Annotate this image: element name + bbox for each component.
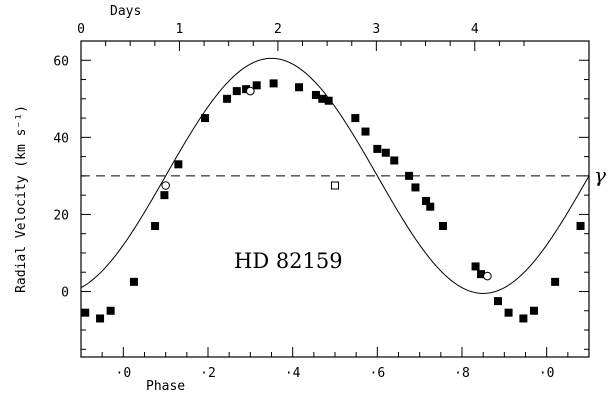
x-tick-label: ·6 [370, 366, 386, 381]
filled-square-point [324, 96, 333, 105]
gamma-label: γ [594, 163, 606, 187]
filled-square-point [551, 277, 560, 286]
open-circle-point [161, 181, 170, 190]
star-name-annotation: HD 82159 [234, 249, 343, 273]
x-tick-label: ·0 [539, 366, 555, 381]
top-tick-label: 2 [274, 22, 282, 37]
filled-square-point [373, 144, 382, 153]
data-points-layer [81, 79, 585, 323]
x-tick-label: ·2 [200, 366, 216, 381]
filled-square-point [252, 81, 261, 90]
filled-square-point [160, 191, 169, 200]
filled-square-point [81, 308, 90, 317]
plot-frame [80, 40, 590, 358]
filled-square-point [174, 160, 183, 169]
filled-square-point [151, 221, 160, 230]
filled-square-point [477, 270, 486, 279]
filled-square-point [232, 87, 241, 96]
filled-square-point [576, 221, 585, 230]
filled-square-point [438, 221, 447, 230]
filled-square-point [96, 314, 105, 323]
filled-square-point [295, 83, 304, 92]
filled-square-point [405, 171, 414, 180]
filled-square-point [411, 183, 420, 192]
filled-square-point [422, 196, 431, 205]
top-tick-label: 1 [176, 22, 184, 37]
y-tick-label: 20 [53, 208, 69, 223]
y-tick-label: 60 [53, 54, 69, 69]
filled-square-point [318, 94, 327, 103]
plot-frame-group [80, 40, 590, 358]
filled-square-point [351, 114, 360, 123]
orbit-fit-curve [80, 57, 590, 294]
open-circle-point [246, 86, 255, 96]
curve-layer [80, 57, 590, 294]
filled-square-point [493, 297, 502, 306]
top-tick-label: 0 [77, 22, 85, 37]
y-axis-label: Radial Velocity (km s⁻¹) [14, 105, 29, 293]
top-tick-label: 3 [372, 22, 380, 37]
x-axis-label: Phase [146, 379, 185, 394]
filled-square-point [519, 314, 528, 323]
filled-square-point [242, 85, 251, 94]
open-square-point [331, 181, 339, 190]
open-circle-point [483, 271, 492, 281]
y-tick-label: 0 [61, 285, 69, 300]
filled-square-point [223, 94, 232, 103]
x-tick-label: ·8 [454, 366, 470, 381]
filled-square-point [311, 90, 320, 99]
filled-square-point [471, 262, 480, 271]
filled-square-point [361, 127, 370, 136]
filled-square-point [201, 114, 210, 123]
ticks-layer [80, 41, 590, 357]
filled-square-point [129, 277, 138, 286]
top-x-axis-label: Days [110, 4, 141, 19]
filled-square-point [269, 79, 278, 88]
tick-labels-layer: ·0 ·2 ·4 ·6 ·8 ·0 0 20 40 60 0 1 2 3 4 [53, 22, 554, 381]
x-tick-label: ·4 [285, 366, 301, 381]
filled-square-point [381, 148, 390, 157]
filled-square-point [106, 306, 115, 315]
filled-square-point [390, 156, 399, 165]
filled-square-point [504, 308, 513, 317]
filled-square-point [529, 306, 538, 315]
top-tick-label: 4 [471, 22, 479, 37]
y-tick-label: 40 [53, 131, 69, 146]
x-tick-label: ·0 [116, 366, 132, 381]
filled-square-point [426, 202, 435, 211]
